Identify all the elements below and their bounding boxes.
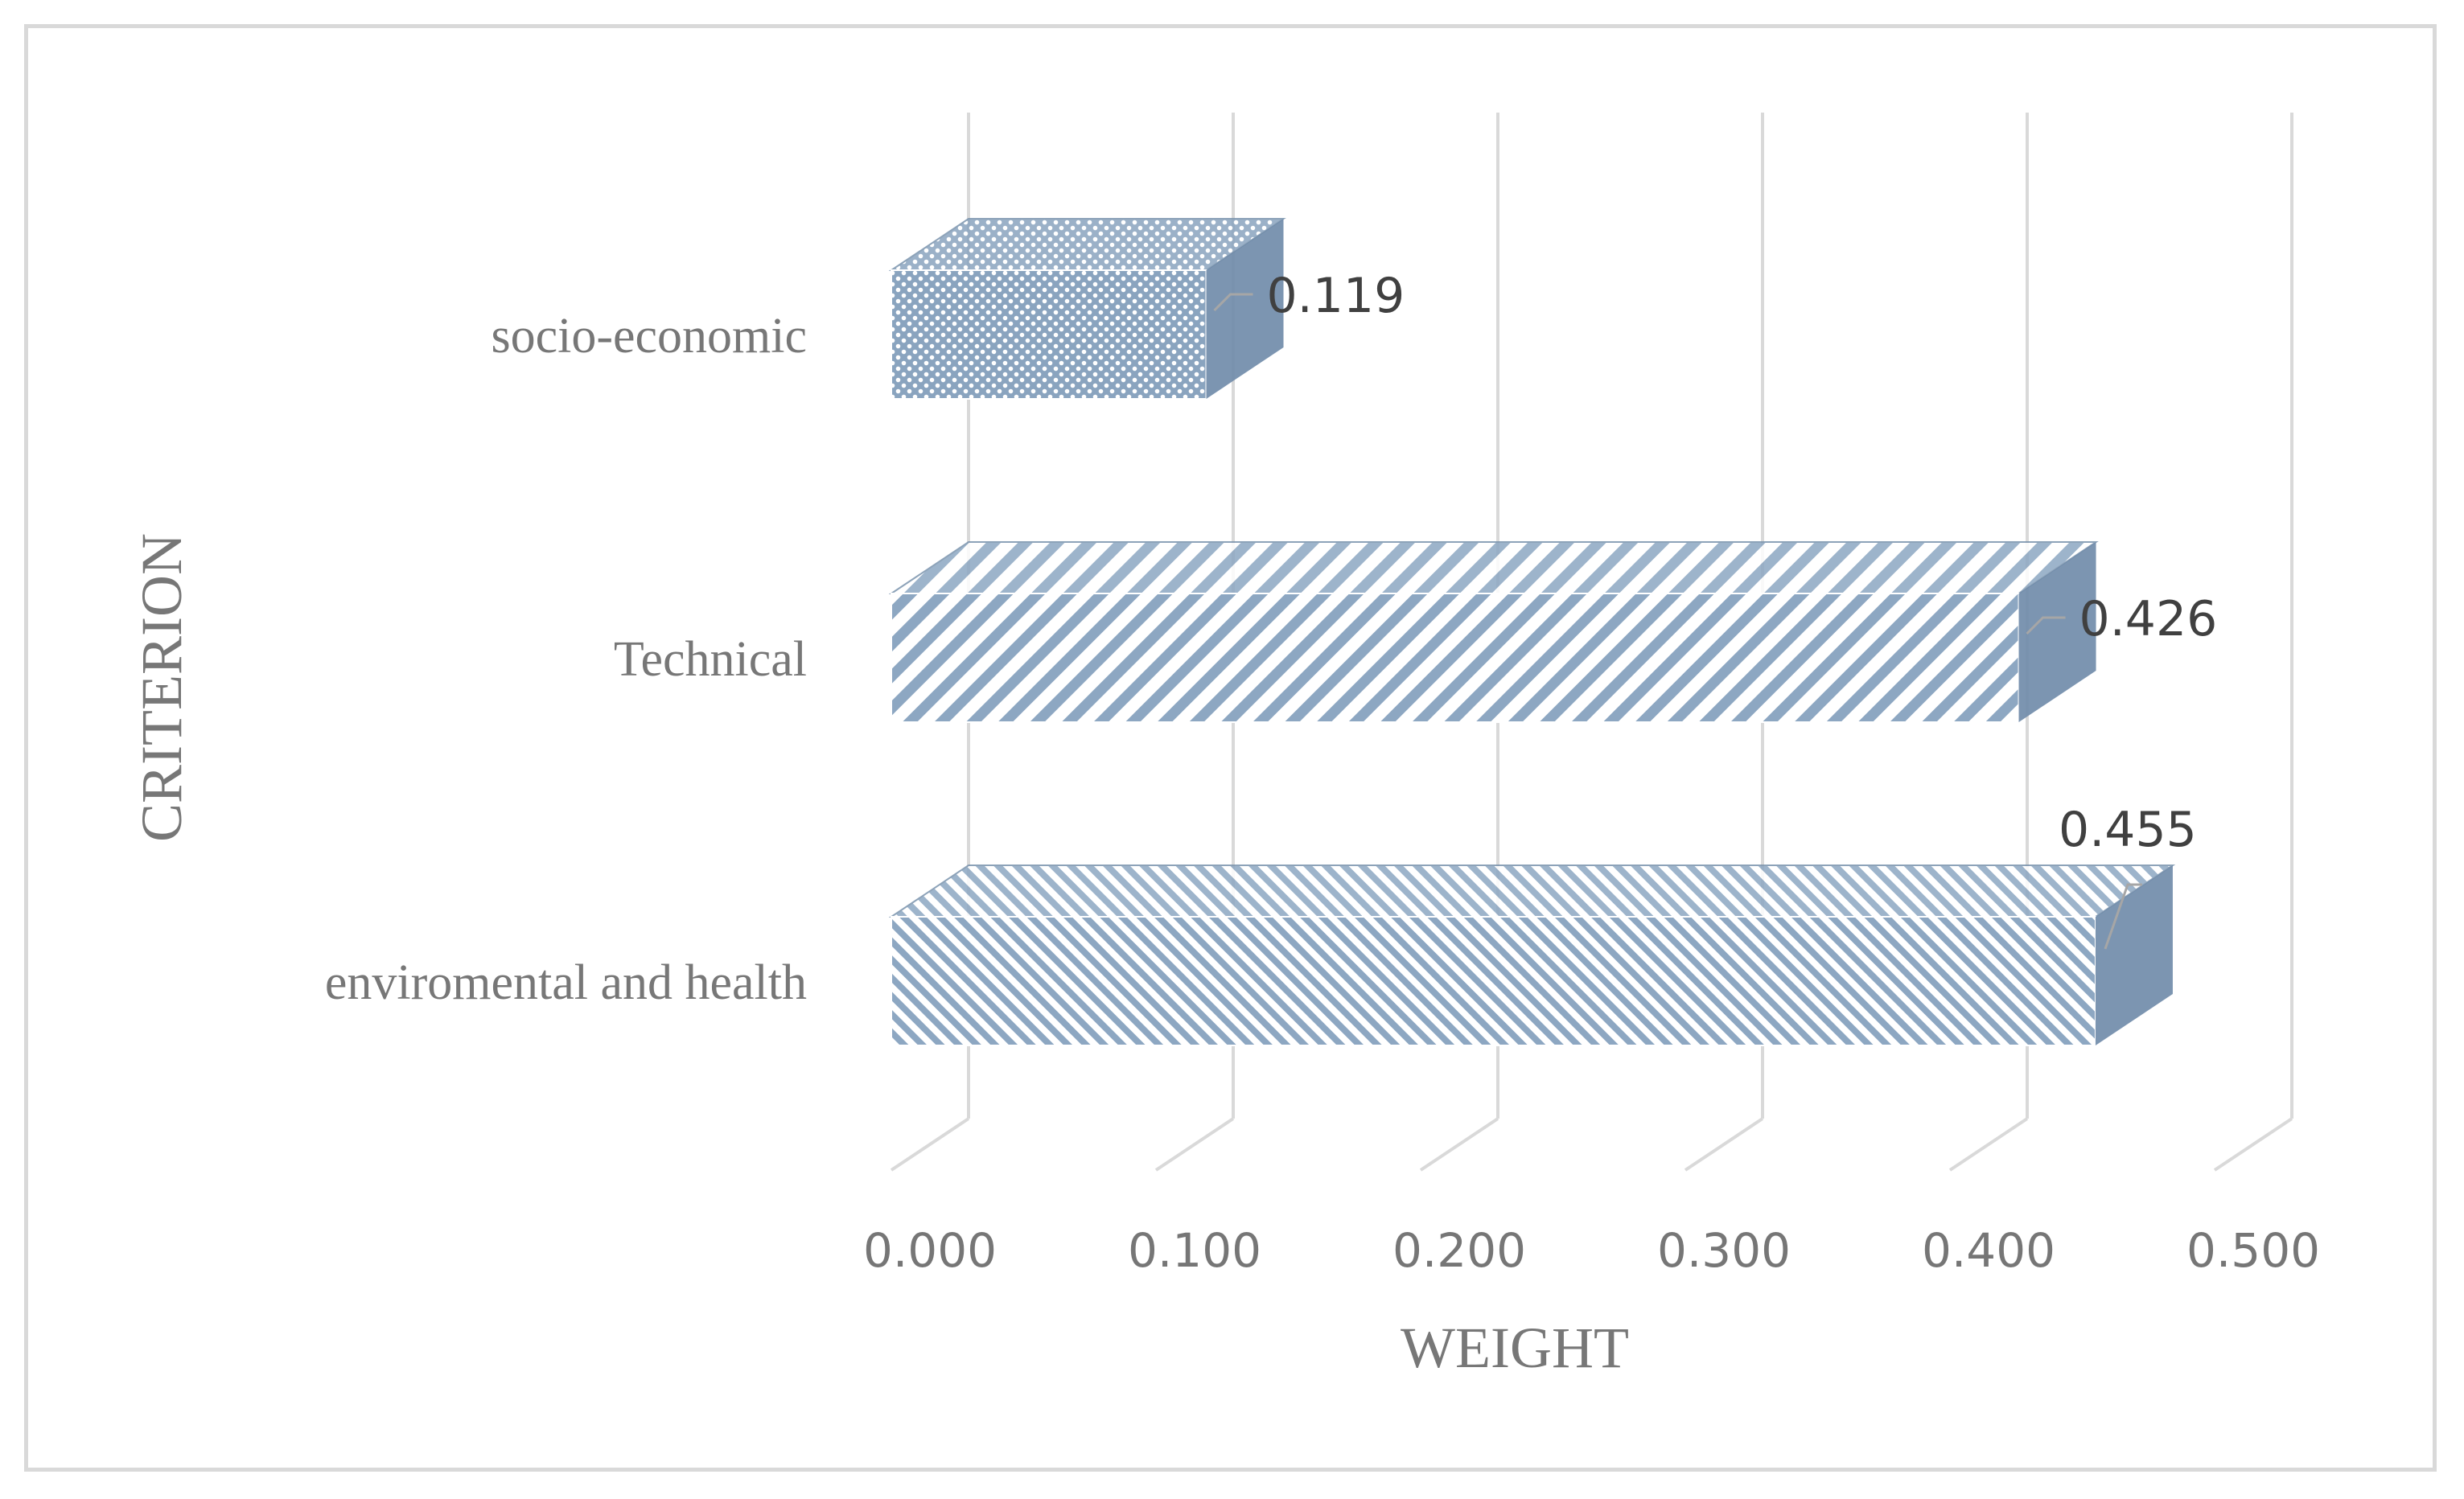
x-tick-label: 0.400 [1922, 1223, 2055, 1278]
data-label-leader [1213, 293, 1253, 312]
labels: 0.000 0.100 0.200 0.300 0.400 0.500 enviroment… [325, 268, 2320, 1278]
gridline-floor [1419, 1117, 1499, 1172]
data-label: 0.119 [1267, 268, 1405, 324]
x-tick-label: 0.100 [1128, 1223, 1261, 1278]
gridline-floor [1684, 1117, 1764, 1172]
x-tick-label: 0.300 [1657, 1223, 1791, 1278]
bar-front-face [891, 269, 1207, 400]
bar-side-face [1206, 219, 1284, 399]
data-label: 0.455 [2059, 802, 2197, 858]
gridline-floor [1948, 1117, 2029, 1172]
category-label: enviromental and health [325, 955, 807, 1010]
y-axis-title: CRITERION [130, 533, 194, 842]
x-axis-title: WEIGHT [1401, 1316, 1629, 1380]
x-tick-label: 0.200 [1392, 1223, 1526, 1278]
bar-front-face [891, 593, 2020, 723]
category-label: Technical [614, 632, 807, 687]
category-label: socio-economic [491, 309, 807, 363]
bar [888, 218, 1286, 400]
bar [888, 864, 2176, 1046]
gridline-floor [2213, 1117, 2293, 1172]
bar-side-face [2018, 542, 2096, 722]
bar-side-face [2095, 865, 2173, 1045]
gridline-floor [1154, 1117, 1235, 1172]
bar [888, 541, 2099, 723]
data-label-leader [2026, 616, 2066, 635]
gridline-floor [890, 1117, 970, 1172]
x-tick-label: 0.500 [2186, 1223, 2320, 1278]
bars [888, 218, 2176, 1046]
bar-top-face [888, 864, 2176, 918]
data-label: 0.426 [2079, 591, 2218, 647]
bar-top-face [888, 541, 2099, 594]
data-label-leader [2104, 883, 2142, 950]
bar-front-face [891, 916, 2096, 1046]
x-tick-label: 0.000 [863, 1223, 997, 1278]
